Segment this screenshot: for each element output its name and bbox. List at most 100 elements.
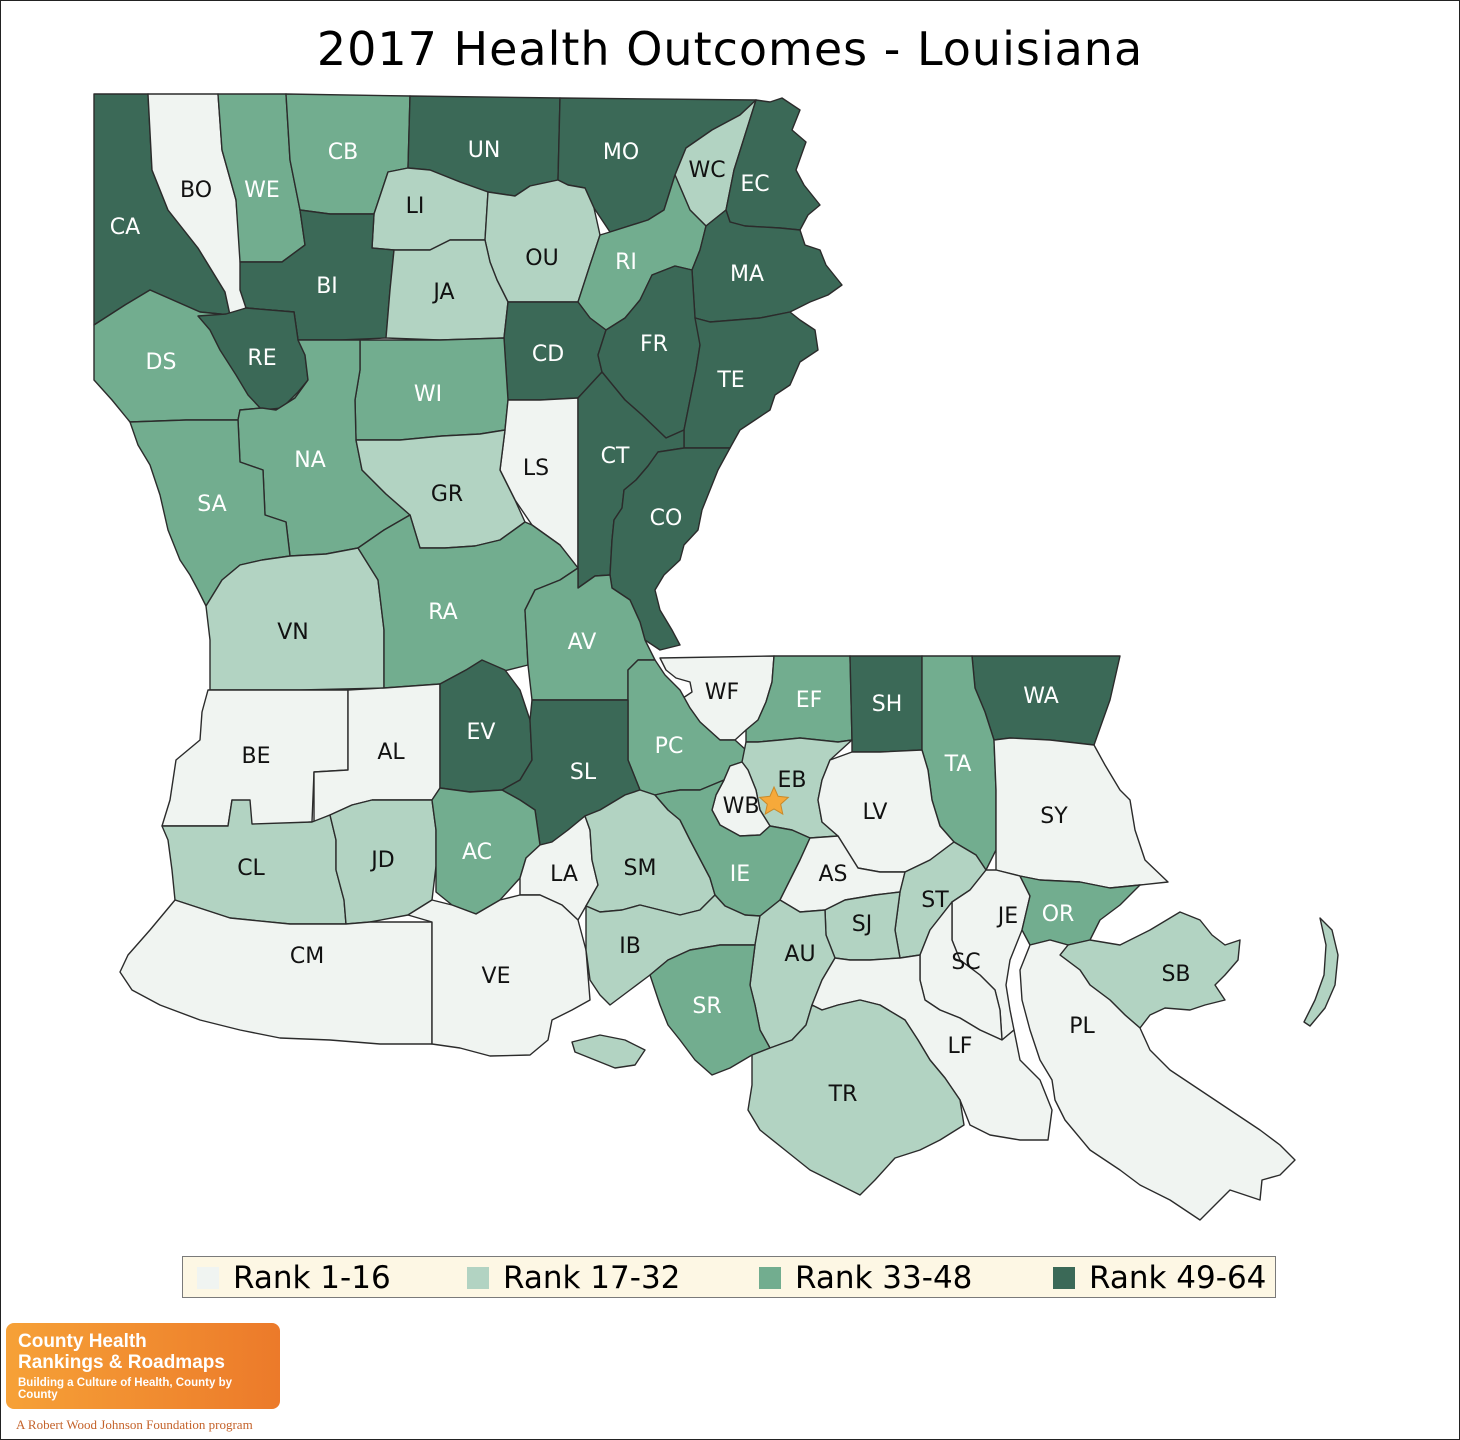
parish-label-AL: AL bbox=[377, 740, 405, 765]
parish-label-CL: CL bbox=[237, 856, 265, 881]
parish-SY bbox=[993, 737, 1169, 889]
capital-star-icon bbox=[758, 785, 790, 816]
parish-label-DS: DS bbox=[146, 350, 177, 375]
parish-label-GR: GR bbox=[431, 482, 463, 507]
parish-label-LF: LF bbox=[948, 1034, 973, 1059]
parish-label-TA: TA bbox=[944, 752, 972, 777]
legend-swatch bbox=[467, 1267, 489, 1289]
parish-label-MO: MO bbox=[603, 140, 639, 165]
parish-OR bbox=[1019, 875, 1141, 946]
legend-label: Rank 1-16 bbox=[233, 1260, 391, 1296]
parish-label-WF: WF bbox=[705, 680, 739, 705]
parish-label-CB: CB bbox=[328, 140, 358, 165]
louisiana-map: CA BO WE CB UN MO WC EC LI OU RI MA BI J… bbox=[93, 93, 1339, 1221]
parish-label-AC: AC bbox=[462, 840, 492, 865]
parish-PL bbox=[1019, 939, 1296, 1221]
parish-label-PC: PC bbox=[655, 734, 684, 759]
parish-label-SC: SC bbox=[951, 950, 980, 975]
parish-RE bbox=[197, 307, 309, 411]
islands bbox=[571, 917, 1339, 1069]
parish-label-RA: RA bbox=[428, 600, 457, 625]
parish-shapes bbox=[93, 93, 1296, 1221]
parish-label-SM: SM bbox=[624, 856, 657, 881]
parish-JA bbox=[385, 239, 509, 341]
legend-label: Rank 49-64 bbox=[1089, 1260, 1267, 1296]
parish-CM bbox=[119, 899, 433, 1045]
parish-label-CD: CD bbox=[532, 342, 564, 367]
legend-label: Rank 33-48 bbox=[795, 1260, 973, 1296]
legend-swatch bbox=[197, 1267, 219, 1289]
legend-item-rank-1-16: Rank 1-16 bbox=[197, 1257, 391, 1299]
legend: Rank 1-16 Rank 17-32 Rank 33-48 Rank 49-… bbox=[182, 1256, 1276, 1298]
parish-EC bbox=[725, 97, 821, 231]
parish-labels: CA BO WE CB UN MO WC EC LI OU RI MA BI J… bbox=[110, 138, 1191, 1107]
parish-label-RE: RE bbox=[247, 346, 276, 371]
logo-tagline: Building a Culture of Health, County by … bbox=[18, 1377, 233, 1401]
parish-label-IB: IB bbox=[619, 934, 641, 959]
parish-label-CT: CT bbox=[601, 444, 630, 469]
parish-label-TE: TE bbox=[716, 368, 744, 393]
parish-label-WI: WI bbox=[414, 382, 442, 407]
parish-label-ST: ST bbox=[921, 888, 949, 913]
parish-label-OU: OU bbox=[525, 246, 558, 271]
parish-label-CO: CO bbox=[650, 506, 683, 531]
parish-TE bbox=[683, 311, 819, 449]
legend-label: Rank 17-32 bbox=[503, 1260, 681, 1296]
parish-label-RI: RI bbox=[615, 250, 637, 275]
map-title: 2017 Health Outcomes - Louisiana bbox=[316, 22, 1144, 76]
legend-swatch bbox=[759, 1267, 781, 1289]
parish-label-UN: UN bbox=[468, 138, 501, 163]
foundation-credit: A Robert Wood Johnson Foundation program bbox=[16, 1417, 253, 1432]
parish-label-CA: CA bbox=[110, 215, 140, 240]
parish-label-BO: BO bbox=[180, 178, 212, 203]
parish-label-EB: EB bbox=[778, 768, 807, 793]
parish-label-TR: TR bbox=[828, 1082, 858, 1107]
parish-label-BI: BI bbox=[316, 274, 338, 299]
legend-swatch bbox=[1053, 1267, 1075, 1289]
legend-item-rank-33-48: Rank 33-48 bbox=[759, 1257, 972, 1299]
chandeleur-island bbox=[1303, 917, 1339, 1027]
parish-label-JA: JA bbox=[431, 280, 454, 305]
legend-item-rank-49-64: Rank 49-64 bbox=[1053, 1257, 1266, 1299]
parish-label-SJ: SJ bbox=[852, 912, 872, 937]
parish-label-NA: NA bbox=[294, 448, 326, 473]
parish-label-LI: LI bbox=[406, 194, 425, 219]
parish-label-JE: JE bbox=[996, 904, 1018, 929]
parish-label-PL: PL bbox=[1069, 1014, 1095, 1039]
parish-label-AV: AV bbox=[568, 630, 597, 655]
parish-label-AU: AU bbox=[784, 942, 815, 967]
parish-label-OR: OR bbox=[1042, 902, 1075, 927]
parish-VN bbox=[205, 547, 385, 691]
parish-label-WE: WE bbox=[244, 178, 280, 203]
parish-CO bbox=[609, 447, 731, 651]
parish-label-AS: AS bbox=[818, 862, 847, 887]
parish-label-MA: MA bbox=[730, 262, 764, 287]
parish-OU bbox=[484, 179, 601, 303]
parish-label-EC: EC bbox=[740, 172, 769, 197]
legend-item-rank-17-32: Rank 17-32 bbox=[467, 1257, 680, 1299]
parish-label-VE: VE bbox=[482, 964, 511, 989]
parish-label-SA: SA bbox=[197, 492, 226, 517]
logo-line-2: Rankings & Roadmaps bbox=[18, 1352, 225, 1373]
parish-label-EF: EF bbox=[796, 688, 823, 713]
parish-label-LV: LV bbox=[863, 800, 888, 825]
parish-label-SB: SB bbox=[1161, 962, 1190, 987]
marsh-island bbox=[571, 1034, 646, 1069]
county-health-rankings-logo: County Health Rankings & Roadmaps Buildi… bbox=[6, 1323, 280, 1409]
parish-label-FR: FR bbox=[640, 332, 668, 357]
parish-label-SH: SH bbox=[872, 692, 903, 717]
parish-label-EV: EV bbox=[467, 720, 496, 745]
parish-label-SY: SY bbox=[1040, 804, 1068, 829]
parish-label-LA: LA bbox=[550, 862, 578, 887]
parish-label-IE: IE bbox=[730, 862, 750, 887]
parish-label-JD: JD bbox=[369, 848, 394, 873]
parish-label-SL: SL bbox=[570, 760, 597, 785]
parish-label-WB: WB bbox=[723, 794, 760, 819]
parish-TR bbox=[747, 999, 965, 1196]
parish-MA bbox=[691, 209, 843, 323]
parish-label-BE: BE bbox=[242, 744, 271, 769]
parish-label-SR: SR bbox=[692, 994, 721, 1019]
parish-label-WA: WA bbox=[1023, 684, 1059, 709]
parish-label-CM: CM bbox=[290, 944, 324, 969]
parish-label-VN: VN bbox=[277, 620, 309, 645]
